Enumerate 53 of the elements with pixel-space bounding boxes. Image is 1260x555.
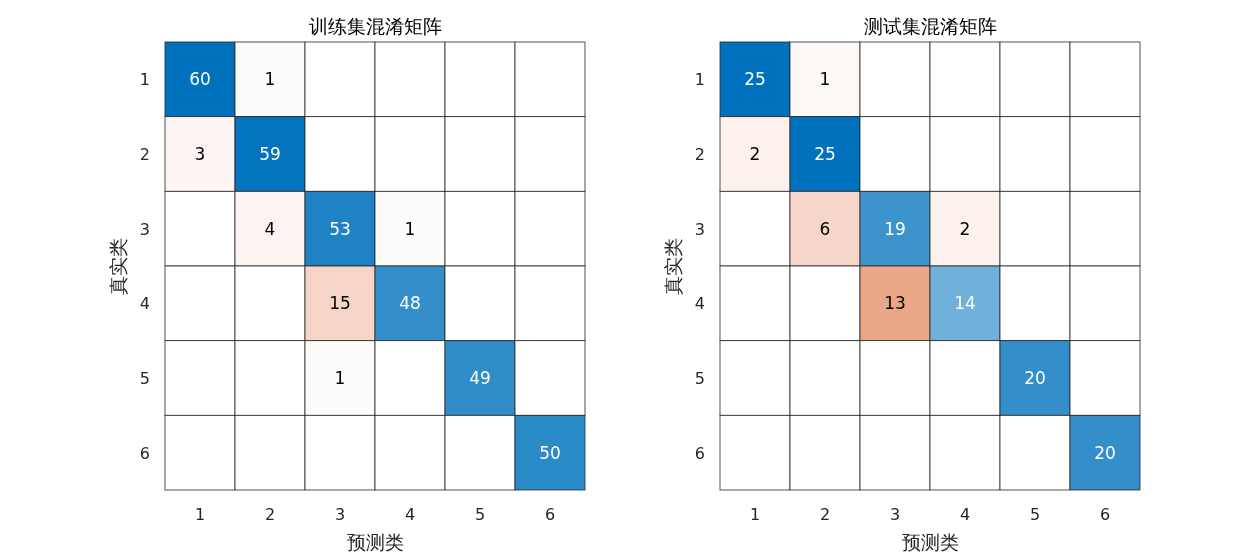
chart-title: 训练集混淆矩阵: [308, 15, 442, 37]
data-label: 3: [194, 144, 206, 164]
y-tick-label: 5: [694, 369, 705, 388]
data-label: 50: [539, 442, 561, 463]
data-label: 1: [334, 368, 346, 388]
data-label: 19: [884, 218, 906, 239]
y-tick-label: 4: [694, 294, 705, 314]
x-tick-label: 1: [194, 505, 206, 524]
data-label: 1: [264, 69, 276, 90]
data-label: 20: [1094, 442, 1116, 463]
y-axis-title: 真实类: [662, 237, 684, 295]
x-tick-label: 1: [749, 505, 761, 524]
y-tick-label: 2: [694, 145, 705, 164]
y-tick-label: 6: [139, 443, 150, 463]
data-label: 1: [819, 69, 831, 90]
data-label: 2: [959, 218, 971, 239]
x-tick-label: 3: [334, 505, 346, 524]
data-label: 25: [814, 144, 836, 164]
y-tick-label: 6: [694, 443, 705, 463]
x-axis-title: 预测类: [901, 531, 959, 553]
x-tick-label: 3: [889, 505, 901, 524]
data-label: 15: [329, 293, 351, 314]
x-tick-label: 4: [404, 505, 416, 524]
x-tick-label: 2: [819, 505, 831, 524]
data-label: 25: [744, 69, 766, 90]
x-tick-label: 2: [264, 505, 276, 524]
data-label: 48: [399, 293, 421, 314]
y-axis-title: 真实类: [107, 237, 129, 295]
y-tick-label: 3: [694, 219, 705, 239]
data-label: 2: [749, 144, 761, 164]
x-tick-label: 5: [474, 505, 486, 524]
y-tick-label: 4: [139, 294, 150, 314]
y-tick-label: 1: [694, 70, 705, 90]
y-tick-label: 5: [139, 369, 150, 388]
y-tick-label: 2: [139, 145, 150, 164]
x-tick-label: 4: [959, 505, 971, 524]
x-axis-title: 预测类: [346, 531, 404, 553]
data-label: 4: [264, 218, 276, 239]
x-tick-label: 6: [544, 505, 556, 524]
data-label: 53: [329, 218, 351, 239]
x-tick-label: 6: [1099, 505, 1111, 524]
x-tick-label: 5: [1029, 505, 1041, 524]
data-label: 60: [189, 69, 211, 90]
data-label: 14: [954, 293, 976, 314]
y-tick-label: 3: [139, 219, 150, 239]
data-label: 6: [819, 218, 831, 239]
data-label: 59: [259, 144, 281, 164]
chart-title: 测试集混淆矩阵: [863, 15, 997, 37]
data-label: 1: [404, 218, 416, 239]
data-label: 49: [469, 368, 491, 388]
data-label: 20: [1024, 368, 1046, 388]
y-tick-label: 1: [139, 70, 150, 90]
data-label: 13: [884, 293, 906, 314]
